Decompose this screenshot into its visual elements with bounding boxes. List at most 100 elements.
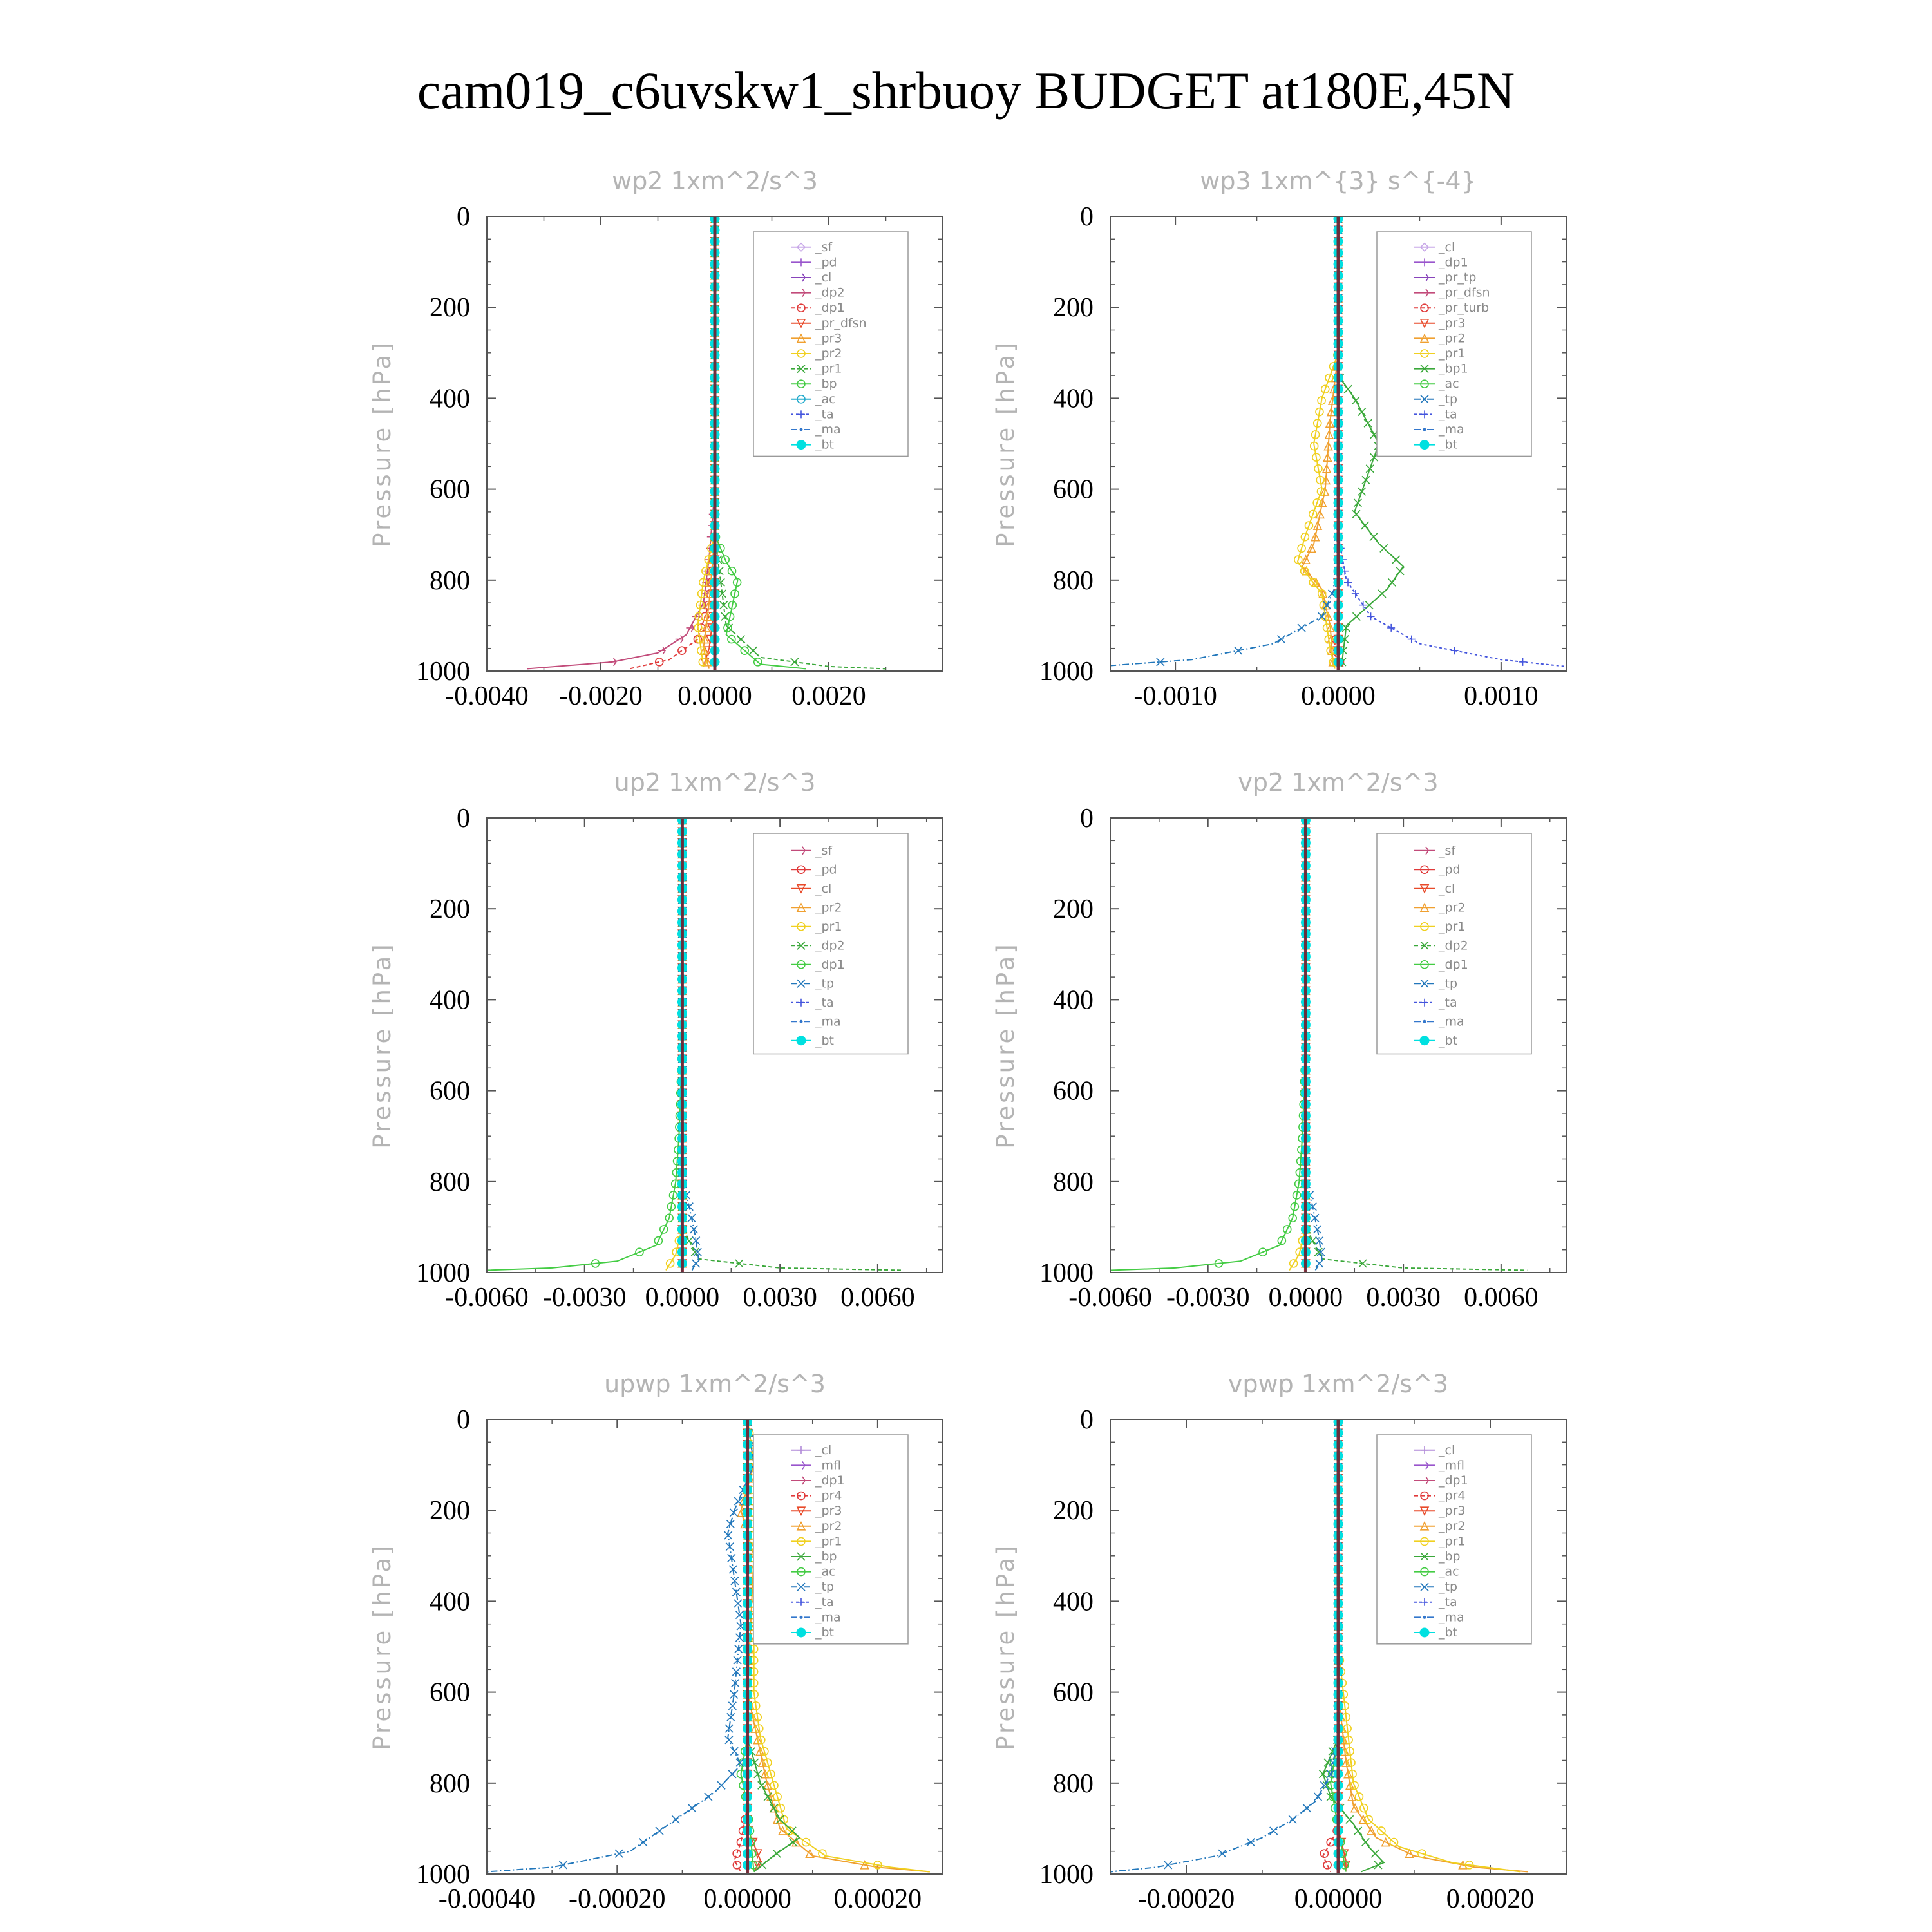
series-marker <box>1312 1225 1322 1234</box>
series-line <box>1110 818 1307 1271</box>
legend-entry: _pr1 <box>1414 1534 1465 1548</box>
plot-frame <box>1110 817 1567 1273</box>
series-marker <box>727 634 736 644</box>
y-tick-label: 1000 <box>1039 1258 1094 1288</box>
legend-label: _pr_dfsn <box>815 316 867 330</box>
series-marker <box>1361 475 1370 485</box>
y-tick-label: 800 <box>430 1168 470 1197</box>
x-tick-label: -0.0030 <box>543 1283 627 1312</box>
series-marker <box>873 1861 882 1870</box>
series-marker <box>1318 1770 1327 1779</box>
series-marker <box>1417 1849 1426 1859</box>
series-marker <box>591 1259 600 1268</box>
legend-label: _bt <box>815 1625 834 1640</box>
legend-marker <box>797 303 806 313</box>
series-marker <box>758 1861 767 1870</box>
series-marker <box>1358 408 1367 417</box>
series-marker <box>1246 1838 1255 1847</box>
series-marker <box>655 1826 664 1835</box>
series-marker <box>728 600 737 610</box>
series-marker <box>654 1236 663 1245</box>
legend-marker <box>796 1506 806 1516</box>
legend-marker <box>796 319 806 328</box>
legend-entry: _dp1 <box>791 301 845 315</box>
series-marker <box>702 657 712 667</box>
plot-frame <box>486 216 943 672</box>
legend-label: _ma <box>1438 422 1464 437</box>
legend-entry: _cl <box>791 882 831 896</box>
legend-entry: _pr_tp <box>1414 270 1476 285</box>
legend-label: _pr1 <box>1438 1534 1465 1548</box>
legend-label: _dp1 <box>1438 255 1468 269</box>
series-marker <box>736 1622 745 1631</box>
series-marker <box>692 1236 701 1245</box>
series-marker <box>1277 1236 1287 1245</box>
series-marker <box>724 1531 733 1540</box>
legend-entry: _ma <box>1414 1610 1464 1624</box>
legend-entry: _dp2 <box>791 286 845 300</box>
legend-marker <box>1420 365 1429 374</box>
series-marker <box>762 1780 773 1790</box>
legend-entry: _pr4 <box>791 1489 842 1503</box>
series-marker <box>1326 1770 1335 1779</box>
legend-label: _pr2 <box>815 1519 842 1533</box>
series-marker <box>728 1770 737 1779</box>
series-marker <box>1320 384 1330 394</box>
legend-label: _bp <box>815 377 837 391</box>
series-marker <box>735 1259 744 1268</box>
legend-entry: _pr1 <box>1414 346 1465 361</box>
series-marker <box>1363 419 1372 428</box>
legend-entry: _bp <box>1414 1549 1461 1564</box>
series-marker <box>1276 635 1286 644</box>
series-marker <box>730 589 739 598</box>
series-marker <box>1317 396 1326 405</box>
legend-box <box>1376 1434 1532 1645</box>
y-tick-label: 800 <box>1053 566 1094 596</box>
series-marker <box>1320 1849 1329 1859</box>
x-tick-label: -0.0060 <box>1068 1283 1152 1312</box>
series-marker <box>1218 1849 1227 1858</box>
series-marker <box>1309 441 1319 451</box>
series-marker <box>1351 589 1359 598</box>
legend-entry: _cl <box>791 270 831 285</box>
series-marker <box>733 1656 742 1665</box>
legend-entry: _bp <box>791 377 837 391</box>
series-marker <box>1350 1781 1359 1790</box>
legend-marker <box>796 242 806 252</box>
legend-entry: _sf <box>1414 844 1456 858</box>
series-marker <box>785 1826 795 1835</box>
legend-label: _tp <box>1438 1580 1457 1594</box>
series-marker <box>671 1815 680 1824</box>
series-marker <box>769 1803 779 1813</box>
x-tick-label: 0.0010 <box>1464 681 1539 711</box>
series-marker <box>689 1225 699 1234</box>
legend-label: _dp2 <box>1438 938 1468 952</box>
x-tick-label: 0.00000 <box>1294 1884 1383 1914</box>
y-tick-label: 0 <box>457 1405 470 1435</box>
y-tick-label: 1000 <box>416 657 470 687</box>
legend-label: _bp <box>815 1549 837 1564</box>
legend-label: _ta <box>1438 1595 1457 1609</box>
legend-label: _pr2 <box>1438 331 1465 345</box>
legend-entry: _ma <box>791 1014 841 1028</box>
series-marker <box>1348 1769 1357 1779</box>
legend-marker <box>799 1615 803 1619</box>
series-marker <box>1378 589 1387 598</box>
series-marker <box>1370 1849 1379 1858</box>
series-marker <box>1345 1780 1355 1790</box>
legend-marker <box>1420 349 1429 358</box>
legend-label: _ac <box>815 1565 836 1579</box>
legend-entry: _bt <box>1414 1034 1457 1048</box>
legend-marker <box>796 884 806 894</box>
series-marker <box>729 1508 738 1517</box>
series-marker <box>1369 533 1378 542</box>
y-tick-label: 1000 <box>416 1860 470 1889</box>
series-marker <box>1292 1191 1302 1200</box>
legend-entry: _dp2 <box>1414 938 1468 952</box>
legend-entry: _pr3 <box>1414 316 1465 330</box>
series-line <box>526 216 715 670</box>
legend-label: _pr2 <box>1438 900 1465 914</box>
legend-label: _tp <box>1438 976 1457 990</box>
series-marker <box>1326 406 1336 417</box>
legend-entry: _cl <box>1414 1443 1455 1457</box>
